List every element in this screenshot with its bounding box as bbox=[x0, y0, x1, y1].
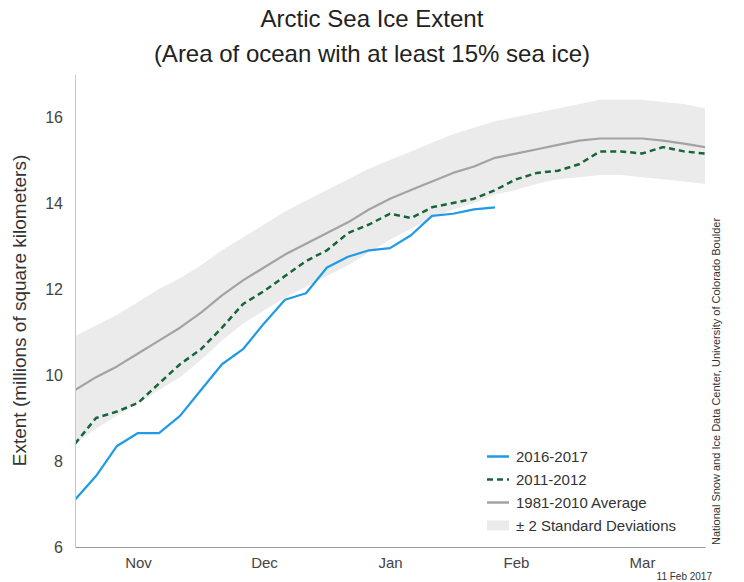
x-tick-label: Dec bbox=[251, 554, 278, 571]
legend-swatch bbox=[487, 478, 509, 481]
x-tick: Jan bbox=[378, 547, 402, 571]
legend-label: 1981-2010 Average bbox=[516, 494, 647, 511]
y-tick: 12 bbox=[45, 281, 75, 298]
legend-label: ± 2 Standard Deviations bbox=[516, 517, 676, 534]
band-area bbox=[75, 100, 705, 444]
y-axis-title: Extent (millions of square kilometers) bbox=[9, 155, 30, 467]
x-tick: Dec bbox=[251, 547, 278, 571]
x-tick-label: Mar bbox=[630, 554, 656, 571]
legend-label: 2011-2012 bbox=[516, 471, 587, 488]
plot-area bbox=[75, 100, 705, 500]
series-line bbox=[75, 207, 495, 499]
x-tick: Mar bbox=[630, 547, 656, 571]
series-line bbox=[75, 147, 705, 444]
y-tick: 14 bbox=[45, 195, 75, 212]
legend-swatch bbox=[487, 455, 509, 458]
y-tick-label: 16 bbox=[45, 109, 63, 126]
y-tick: 6 bbox=[54, 539, 75, 556]
x-axis-line bbox=[76, 547, 706, 548]
y-tick-label: 10 bbox=[45, 367, 63, 384]
legend-item: 1981-2010 Average bbox=[487, 494, 647, 511]
y-tick: 16 bbox=[45, 109, 75, 126]
x-axis: Nov Dec Jan Feb Mar bbox=[76, 547, 706, 571]
y-tick-label: 6 bbox=[54, 539, 63, 556]
legend: 2016-2017 2011-2012 1981-2010 Average ± 2 S… bbox=[487, 448, 676, 534]
date: 11 Feb 2017 bbox=[657, 571, 713, 582]
y-tick-label: 12 bbox=[45, 281, 63, 298]
title: Arctic Sea Ice Extent bbox=[261, 5, 484, 32]
subtitle: (Area of ocean with at least 15% sea ice… bbox=[154, 40, 590, 67]
legend-swatch bbox=[487, 501, 509, 504]
x-tick-label: Jan bbox=[378, 554, 402, 571]
legend-item: 2016-2017 bbox=[487, 448, 588, 465]
y-tick-label: 14 bbox=[45, 195, 63, 212]
series-line bbox=[75, 139, 705, 391]
legend-swatch bbox=[487, 521, 509, 531]
y-axis-line bbox=[75, 75, 76, 548]
x-tick: Nov bbox=[125, 547, 152, 571]
x-tick-label: Nov bbox=[125, 554, 152, 571]
chart: Arctic Sea Ice Extent (Area of ocean with… bbox=[0, 0, 744, 582]
y-tick: 10 bbox=[45, 367, 75, 384]
source: National Snow and Ice Data Center, Unive… bbox=[710, 218, 722, 545]
y-tick: 8 bbox=[54, 453, 75, 470]
legend-label: 2016-2017 bbox=[516, 448, 588, 465]
x-tick-label: Feb bbox=[504, 554, 530, 571]
legend-item: ± 2 Standard Deviations bbox=[487, 517, 676, 534]
y-tick-label: 8 bbox=[54, 453, 63, 470]
legend-item: 2011-2012 bbox=[487, 471, 587, 488]
y-axis: 6 8 10 12 14 16 bbox=[45, 75, 75, 556]
x-tick: Feb bbox=[504, 547, 530, 571]
